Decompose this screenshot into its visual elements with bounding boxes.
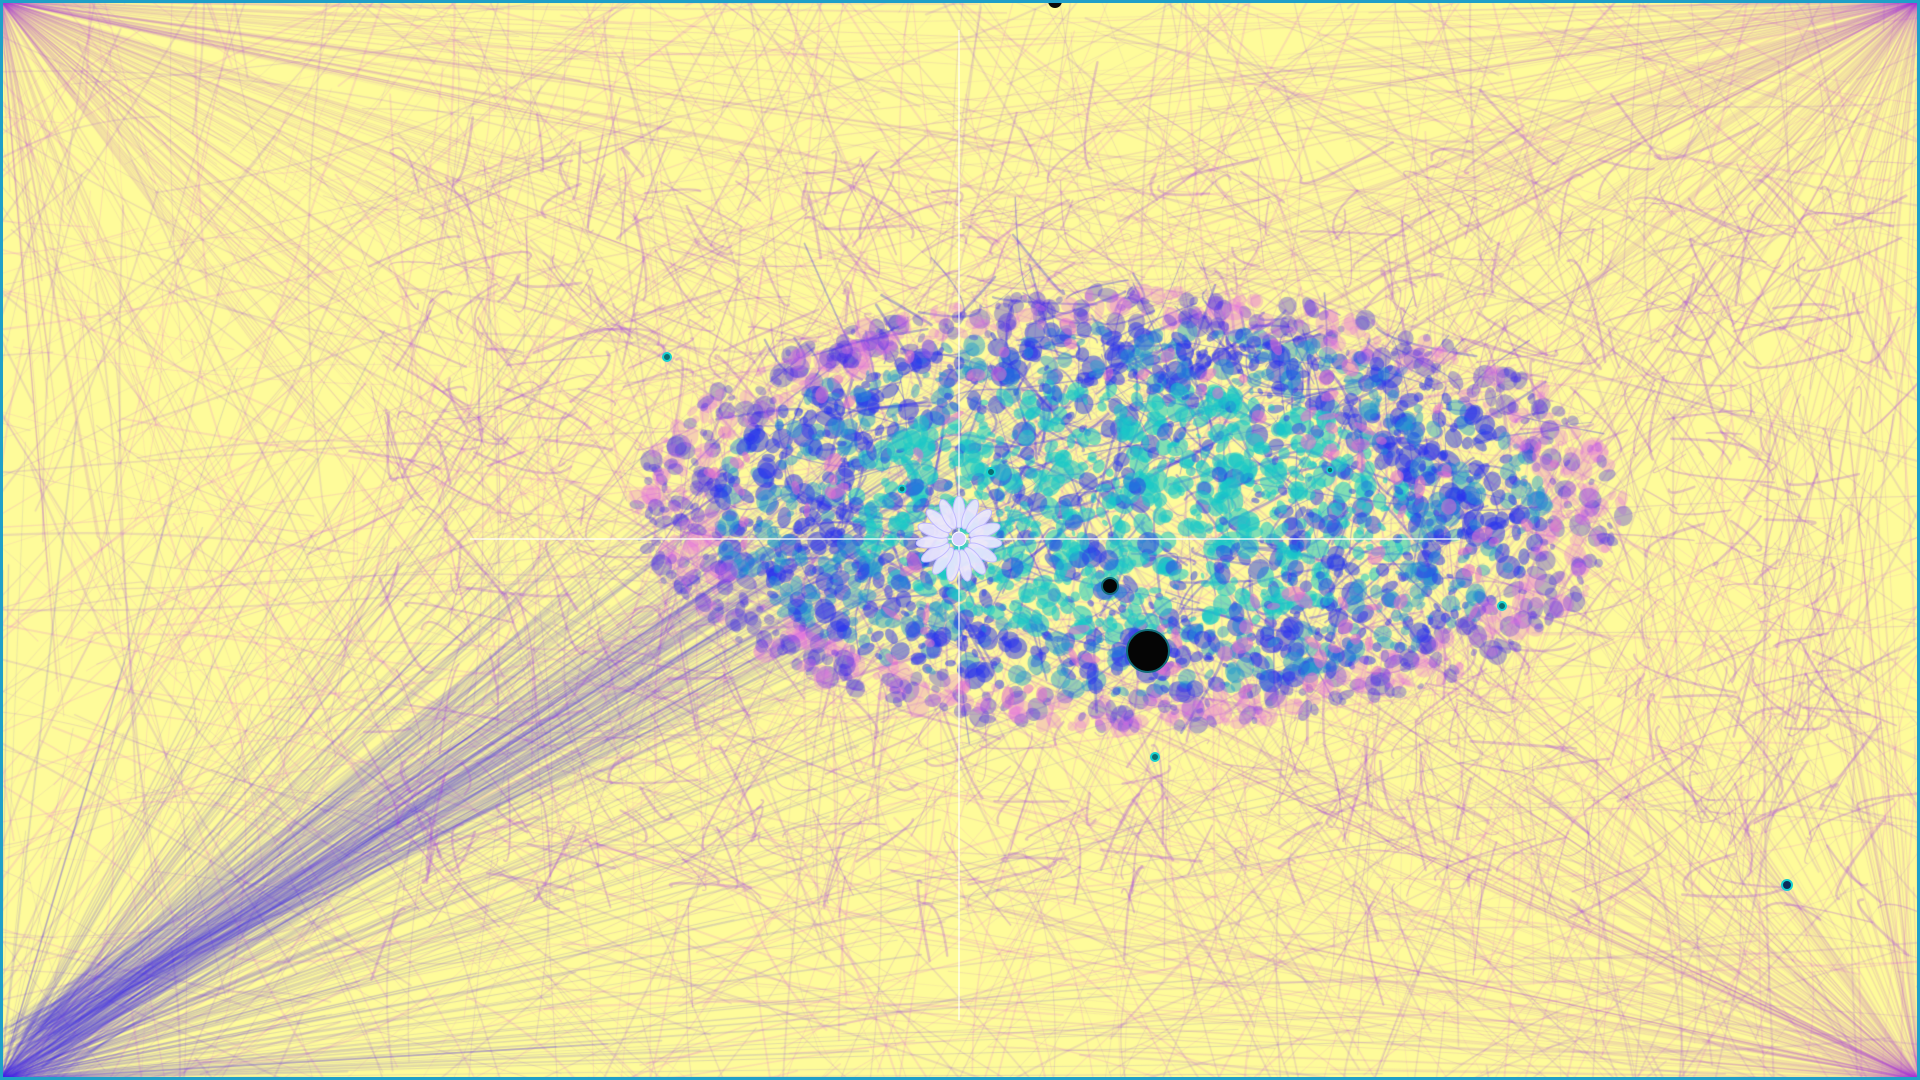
particle-field-canvas[interactable] — [0, 0, 1920, 1080]
simulation-viewport[interactable] — [0, 0, 1920, 1080]
field-layer[interactable] — [0, 0, 1920, 1080]
